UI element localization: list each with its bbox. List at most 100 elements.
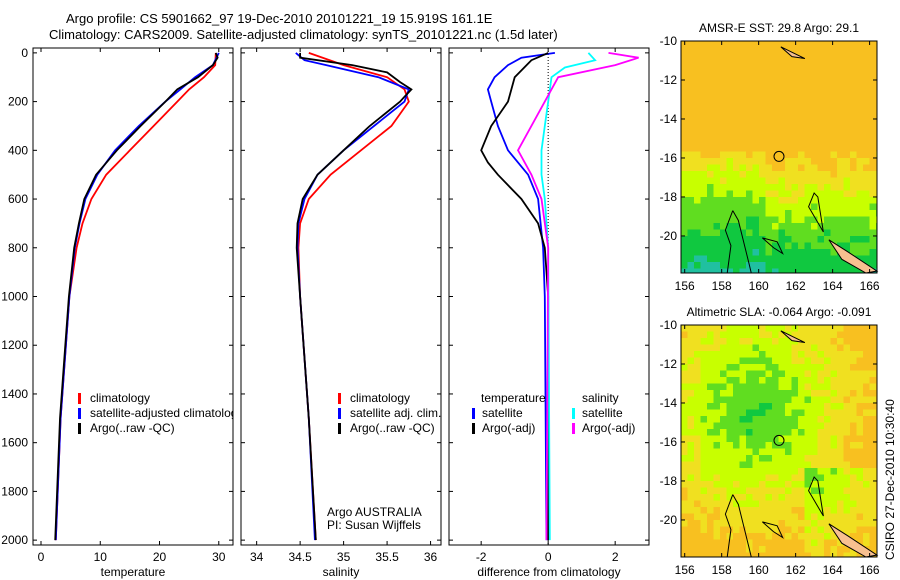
argo-position-marker (773, 434, 785, 446)
x-axis-label: temperature (101, 565, 166, 579)
x-tick-label: 156 (675, 563, 695, 577)
legend-label: Argo(-adj) (482, 421, 535, 435)
y-tick-label: -10 (660, 318, 678, 332)
x-tick-label: 164 (823, 279, 843, 293)
map-field (681, 41, 877, 273)
y-tick-label: 600 (8, 192, 28, 206)
y-tick-label: -20 (660, 513, 678, 527)
annotation: Argo AUSTRALIA (327, 505, 422, 519)
y-tick-label: -14 (660, 396, 678, 410)
map-frame (680, 40, 878, 274)
legend-swatch (78, 393, 81, 404)
y-tick-label: 1800 (1, 484, 28, 498)
series-line-salinity-argo-adj- (516, 52, 639, 541)
legend-label: Argo(-adj) (582, 421, 635, 435)
x-tick-label: 166 (860, 563, 880, 577)
x-tick-label: 166 (860, 279, 880, 293)
y-tick-label: -20 (660, 229, 678, 243)
map-field (681, 325, 877, 557)
series-line-argo-raw-qc- (295, 52, 413, 541)
y-tick-label: -14 (660, 112, 678, 126)
y-tick-label: 1200 (1, 338, 28, 352)
x-tick-label: 0 (38, 550, 45, 564)
legend-label: climatology (350, 391, 410, 405)
legend-label: satellite adj. clim. (350, 406, 441, 420)
y-tick-label: 400 (8, 143, 28, 157)
y-tick-label: -16 (660, 435, 678, 449)
legend-swatch (472, 423, 475, 434)
y-tick-label: -12 (660, 73, 678, 87)
map-sla-map: Altimetric SLA: -0.064 Argo: -0.091 156 15… (660, 305, 880, 577)
x-tick-label: -2 (476, 550, 487, 564)
y-tick-label: 1400 (1, 387, 28, 401)
map-sst-map: AMSR-E SST: 29.8 Argo: 29.1 156 158 160 162 1… (660, 21, 880, 293)
panel-salinity: 34 34.5 35 35.5 36 salinity climatologysatelli… (240, 47, 442, 579)
legend: temperature salinitysatelliteArgo(-adj)sa… (472, 391, 635, 435)
map-title: AMSR-E SST: 29.8 Argo: 29.1 (699, 21, 859, 35)
annotation: PI: Susan Wijffels (327, 518, 421, 532)
legend-label: Argo(..raw -QC) (90, 421, 175, 435)
x-tick-label: 158 (712, 563, 732, 577)
legend-swatch (338, 393, 341, 404)
map-title: Altimetric SLA: -0.064 Argo: -0.091 (687, 305, 872, 319)
x-tick-label: 2 (612, 550, 619, 564)
x-tick-label: 35.5 (375, 550, 399, 564)
legend-swatch (338, 423, 341, 434)
legend-swatch (78, 408, 81, 419)
y-tick-label: -18 (660, 190, 678, 204)
legend-label: satellite (482, 406, 523, 420)
map-frame (680, 324, 878, 558)
y-tick-label: -16 (660, 151, 678, 165)
x-tick-label: 20 (153, 550, 167, 564)
argo-position-marker (773, 150, 785, 162)
figure-title-line2: Climatology: CARS2009. Satellite-adjuste… (49, 27, 558, 42)
y-tick-label: 2000 (1, 533, 28, 547)
y-tick-label: 1000 (1, 290, 28, 304)
x-tick-label: 156 (675, 279, 695, 293)
x-axis-label: salinity (323, 565, 360, 579)
x-tick-label: 162 (786, 279, 806, 293)
series-line-temperature-satellite (486, 52, 556, 541)
legend-header: temperature (481, 391, 546, 405)
figure-title-line1: Argo profile: CS 5901662_97 19-Dec-2010 … (66, 11, 493, 26)
legend-swatch (572, 408, 575, 419)
x-tick-label: 35 (337, 550, 351, 564)
x-axis-label: difference from climatology (477, 565, 620, 579)
panel-temperature: 0 10 20 30 0 200 400 600 800 1000 1200 1400 1600 1800… (1, 46, 243, 579)
x-tick-label: 34 (250, 550, 264, 564)
y-tick-label: -10 (660, 34, 678, 48)
x-tick-label: 160 (749, 563, 769, 577)
coastline (724, 46, 879, 274)
legend-swatch (572, 423, 575, 434)
y-tick-label: 0 (21, 46, 28, 60)
x-tick-label: 160 (749, 279, 769, 293)
x-tick-label: 34.5 (288, 550, 312, 564)
legend-swatch (338, 408, 341, 419)
coastline (724, 330, 879, 558)
series-line-salinity-satellite (540, 52, 597, 541)
legend-swatch (472, 408, 475, 419)
y-tick-label: 800 (8, 241, 28, 255)
legend-label: Argo(..raw -QC) (350, 421, 435, 435)
legend-header: salinity (582, 391, 619, 405)
x-tick-label: 164 (823, 563, 843, 577)
x-tick-label: 158 (712, 279, 732, 293)
x-tick-label: 36 (424, 550, 438, 564)
legend-label: satellite (582, 406, 623, 420)
legend-label: climatology (90, 391, 150, 405)
y-tick-label: -12 (660, 357, 678, 371)
legend-label: satellite-adjusted climatology (90, 406, 243, 420)
y-tick-label: 1600 (1, 436, 28, 450)
legend-swatch (78, 423, 81, 434)
y-tick-label: -18 (660, 474, 678, 488)
x-tick-label: 0 (545, 550, 552, 564)
x-tick-label: 162 (786, 563, 806, 577)
x-tick-label: 10 (94, 550, 108, 564)
y-tick-label: 200 (8, 95, 28, 109)
plot-frame (240, 47, 442, 546)
series-line-argo-raw-qc- (54, 52, 219, 541)
